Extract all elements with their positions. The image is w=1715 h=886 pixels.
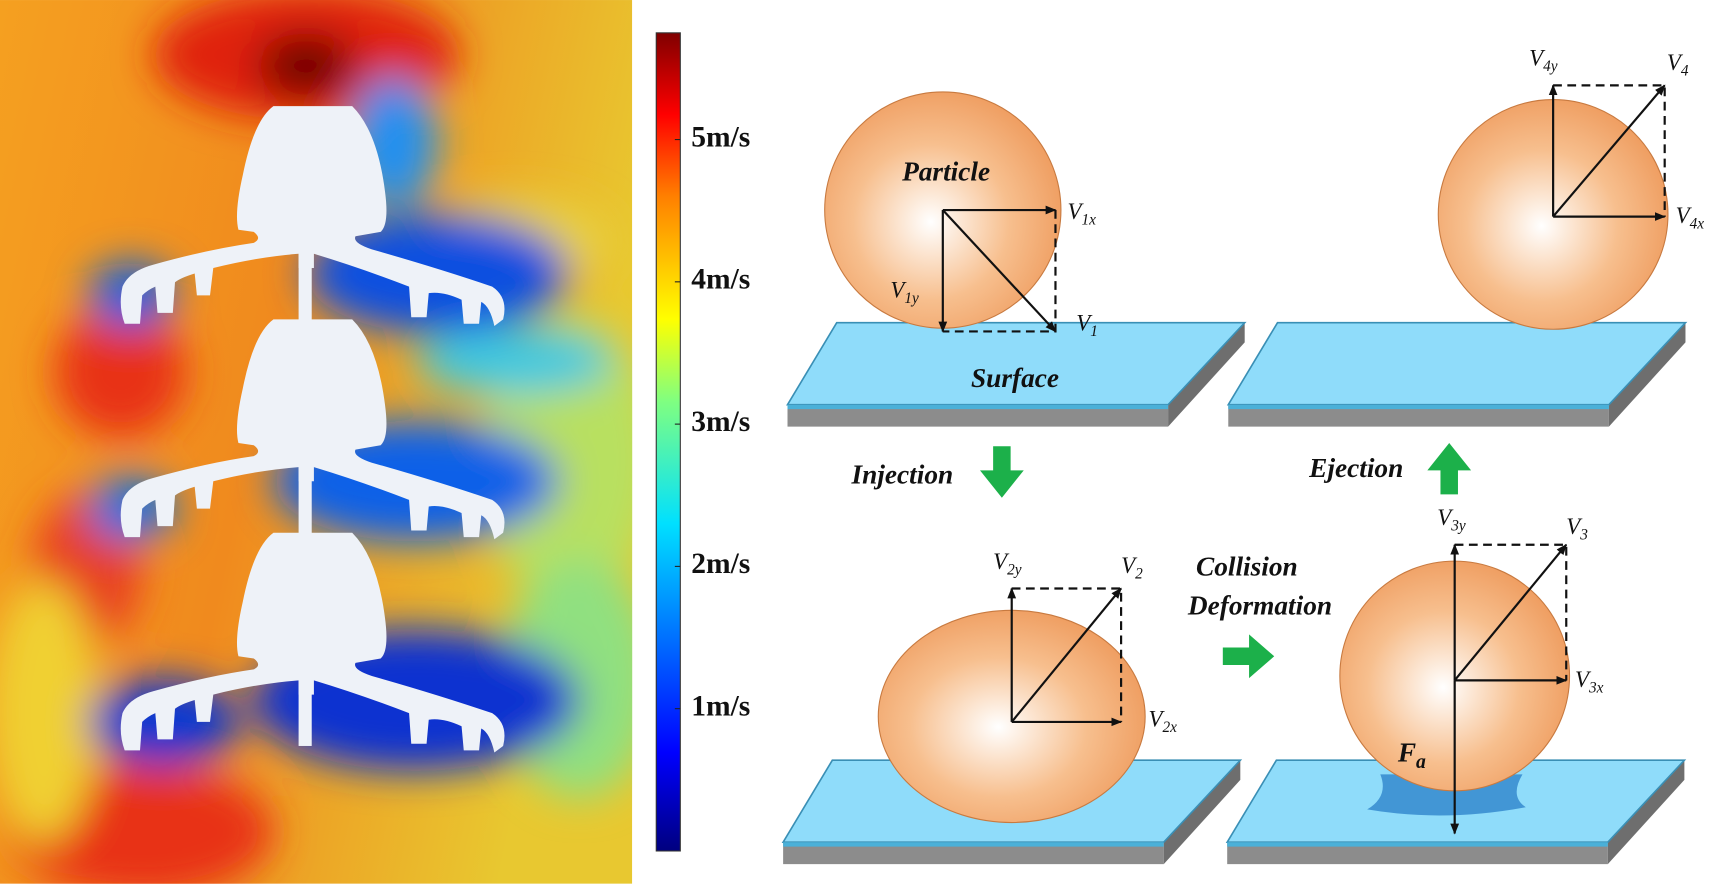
label: V4x: [1676, 203, 1705, 232]
label: V2y: [993, 549, 1022, 578]
label: Fa: [1397, 737, 1426, 773]
velocity-field: [0, 0, 633, 884]
label: V3y: [1437, 505, 1466, 534]
label: V2: [1121, 553, 1143, 582]
colorbar-tick-label: 4m/s: [691, 264, 750, 296]
label: Particle: [901, 157, 990, 187]
label: Surface: [971, 363, 1059, 393]
colorbar-tick-label: 2m/s: [691, 548, 750, 580]
label: V1x: [1068, 199, 1097, 228]
step-label: Ejection: [1308, 453, 1403, 483]
label: V4: [1667, 50, 1689, 79]
label: V1y: [890, 278, 919, 307]
label: V1: [1076, 310, 1098, 339]
colorbar-tick-label: 1m/s: [691, 690, 750, 722]
colorbar-tick-label: 5m/s: [691, 121, 750, 153]
colorbar: 1m/s 2m/s 3m/s 4m/s 5m/s: [655, 32, 750, 852]
label: V3: [1566, 514, 1588, 543]
diagram: Particle Surface V1x V1y V1 V4y V4 V4x V…: [782, 46, 1705, 865]
label: V2x: [1148, 706, 1177, 735]
step-label: Injection: [850, 459, 953, 489]
label: V4y: [1529, 46, 1558, 75]
colorbar-tick-label: 3m/s: [691, 406, 750, 438]
step-label: Deformation: [1187, 591, 1332, 621]
label: V3x: [1575, 667, 1604, 696]
step-label: Collision: [1196, 551, 1298, 581]
